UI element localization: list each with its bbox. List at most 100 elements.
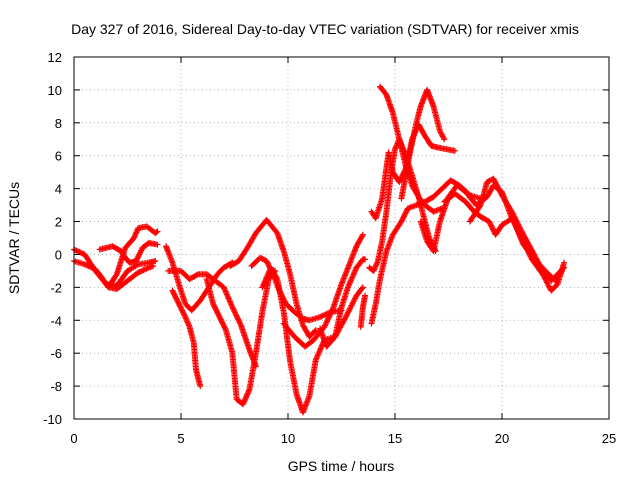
data-point <box>170 290 177 297</box>
data-point <box>210 300 217 307</box>
data-point <box>398 218 405 225</box>
y-tick-label: -6 <box>50 346 62 361</box>
data-point <box>170 288 177 295</box>
y-tick-label: 8 <box>55 116 62 131</box>
data-point <box>558 269 565 276</box>
data-point <box>171 291 178 298</box>
data-point <box>321 312 328 319</box>
data-point <box>212 306 219 313</box>
data-point <box>177 303 184 310</box>
data-point <box>324 318 331 325</box>
data-point <box>137 248 144 255</box>
data-point <box>325 314 332 321</box>
data-point <box>136 250 143 257</box>
data-point <box>236 319 243 326</box>
data-point <box>75 248 82 255</box>
data-point <box>177 304 184 311</box>
data-point <box>230 305 237 312</box>
data-point <box>490 226 497 233</box>
data-point <box>217 315 224 322</box>
series-trace <box>169 287 204 390</box>
data-point <box>169 287 176 294</box>
data-point <box>219 320 226 327</box>
data-point <box>212 304 219 311</box>
x-tick-label: 10 <box>281 431 295 446</box>
data-point <box>211 303 218 310</box>
data-point <box>486 218 493 225</box>
data-point <box>175 299 182 306</box>
data-point <box>235 316 242 323</box>
y-tick-label: -4 <box>50 313 62 328</box>
data-point <box>133 256 140 263</box>
data-point <box>215 312 222 319</box>
data-point <box>152 258 159 265</box>
data-point <box>322 321 329 328</box>
data-point <box>138 247 145 254</box>
y-tick-label: 0 <box>55 247 62 262</box>
data-point <box>396 177 403 184</box>
data-point <box>231 309 238 316</box>
data-point <box>488 222 495 229</box>
series-trace <box>441 190 565 284</box>
data-point <box>175 300 182 307</box>
data-point <box>215 311 222 318</box>
data-point <box>197 383 204 390</box>
data-point <box>174 298 181 305</box>
data-point <box>141 266 148 273</box>
data-point <box>319 312 326 319</box>
data-point <box>219 319 226 326</box>
data-point <box>233 312 240 319</box>
data-point <box>451 147 458 154</box>
data-point <box>210 302 217 309</box>
data-point <box>403 208 410 215</box>
data-point <box>487 221 494 228</box>
data-point <box>214 310 221 317</box>
data-point <box>89 265 96 272</box>
data-point <box>400 213 407 220</box>
data-point <box>72 247 79 254</box>
data-point <box>216 313 223 320</box>
data-point <box>558 267 565 274</box>
data-point <box>263 258 270 265</box>
data-point <box>402 209 409 216</box>
data-point <box>318 313 325 320</box>
data-point <box>88 264 95 271</box>
x-tick-label: 0 <box>70 431 77 446</box>
x-axis-label: GPS time / hours <box>288 458 395 474</box>
x-tick-label: 25 <box>602 431 616 446</box>
y-tick-label: 2 <box>55 215 62 230</box>
data-point <box>213 308 220 315</box>
data-point <box>135 252 142 259</box>
data-point <box>235 318 242 325</box>
data-point <box>112 272 119 279</box>
data-point <box>135 269 142 276</box>
data-point <box>396 179 403 186</box>
data-point <box>193 271 200 278</box>
data-point <box>329 307 336 314</box>
data-point <box>399 215 406 222</box>
data-point <box>321 323 328 330</box>
data-point <box>325 315 332 322</box>
data-point <box>488 223 495 230</box>
data-point <box>179 308 186 315</box>
data-point <box>561 264 568 271</box>
data-point <box>322 322 329 329</box>
data-point <box>172 292 179 299</box>
series-trace <box>317 256 369 350</box>
data-point <box>441 136 448 143</box>
data-point <box>77 249 84 256</box>
data-point <box>230 306 237 313</box>
y-tick-label: -8 <box>50 379 62 394</box>
data-point <box>180 310 187 317</box>
series-trace <box>107 223 161 288</box>
series-trace <box>280 231 366 350</box>
data-point <box>326 312 333 319</box>
series-trace <box>368 177 484 327</box>
data-point <box>231 308 238 315</box>
data-point <box>327 311 334 318</box>
data-point <box>229 304 236 311</box>
data-point <box>399 217 406 224</box>
data-point <box>359 231 366 238</box>
data-point <box>154 228 161 235</box>
